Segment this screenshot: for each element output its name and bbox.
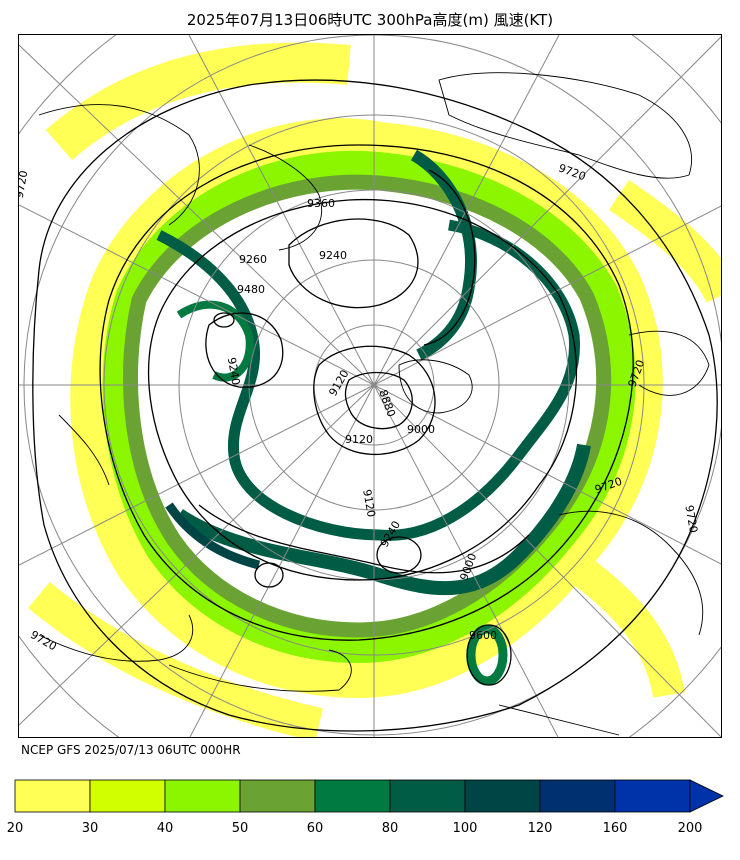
jet-yellow-se — [550, 541, 685, 699]
contour-9600 — [99, 144, 634, 641]
contour-low-south — [376, 536, 422, 574]
contour-9600-cutoff — [466, 624, 512, 686]
jet-yellow-east — [609, 180, 721, 304]
colorbar-extend-arrow — [689, 779, 724, 813]
jet-green — [102, 150, 636, 663]
colorbar-tick-label: 80 — [382, 821, 399, 836]
contour-label: 9720 — [28, 628, 59, 653]
colorbar-tick-label: 50 — [232, 821, 249, 836]
colorbar-tick-label: 100 — [453, 821, 478, 836]
height-contours — [32, 79, 718, 732]
contour-9360 — [288, 218, 419, 309]
map-canvas: 9360 9480 9240 9240 9240 9120 9120 9120 … — [19, 35, 721, 737]
colorbar-bin — [164, 779, 241, 813]
contour-label: 9720 — [557, 161, 588, 183]
contour-label: 9260 — [239, 253, 267, 266]
colorbar-tick-label: 200 — [678, 821, 703, 836]
colorbar-bin — [314, 779, 391, 813]
contour-low-nw — [213, 312, 235, 328]
contour-label: 9120 — [360, 488, 378, 518]
contour-label: 9120 — [345, 433, 373, 446]
colorbar-bin — [239, 779, 316, 813]
graticule — [19, 35, 721, 737]
contour-9000 — [344, 371, 413, 430]
jet-cutoff-9600 — [466, 624, 508, 686]
colorbar-bin — [614, 779, 691, 813]
contour-low-sw — [254, 562, 284, 588]
contour-inner-south — [198, 504, 530, 574]
jet-core-south — [175, 443, 591, 596]
wind-shading — [28, 42, 721, 737]
jet-yellow-outer — [70, 118, 663, 698]
colorbar-tick-label: 20 — [7, 821, 24, 836]
contour-label: 9720 — [19, 169, 30, 199]
colorbar-bin — [464, 779, 541, 813]
colorbar-bin — [14, 779, 91, 813]
contour-label: 9360 — [307, 197, 335, 210]
polar-map: 9360 9480 9240 9240 9240 9120 9120 9120 … — [18, 34, 722, 738]
contour-label: 9000 — [407, 423, 435, 436]
contour-label: 8880 — [376, 388, 398, 419]
jet-inner-west — [176, 300, 254, 382]
source-caption: NCEP GFS 2025/07/13 06UTC 000HR — [21, 743, 241, 757]
colorbar-bin — [539, 779, 616, 813]
contour-9120 — [313, 345, 436, 456]
contour-label: 9240 — [319, 249, 347, 262]
contour-inner-north — [423, 169, 476, 346]
contour-9240 — [205, 312, 284, 388]
colorbar-tick-label: 120 — [528, 821, 553, 836]
contour-label: 9600 — [469, 629, 497, 642]
coastlines — [38, 72, 710, 736]
colorbar-bin — [89, 779, 166, 813]
colorbar-legend: 20 30 40 50 60 80 100 120 160 200 — [7, 779, 724, 836]
contour-9720 — [32, 79, 718, 732]
contour-label: 9240 — [225, 356, 243, 386]
jet-yellow-sw — [28, 581, 323, 737]
jet-core-sw — [165, 502, 261, 570]
contour-9480 — [147, 198, 578, 581]
contour-label: 9480 — [237, 283, 265, 296]
chart-title: 2025年07月13日06時UTC 300hPa高度(m) 風速(KT) — [186, 11, 554, 29]
contour-label: 9720 — [682, 504, 700, 534]
colorbar-tick-label: 160 — [603, 821, 628, 836]
jet-core — [156, 219, 581, 541]
colorbar-tick-label: 40 — [157, 821, 174, 836]
jet-yellow-ne — [45, 42, 351, 161]
colorbar-bin — [389, 779, 466, 813]
colorbar-tick-label: 60 — [307, 821, 324, 836]
colorbar-tick-label: 30 — [82, 821, 99, 836]
